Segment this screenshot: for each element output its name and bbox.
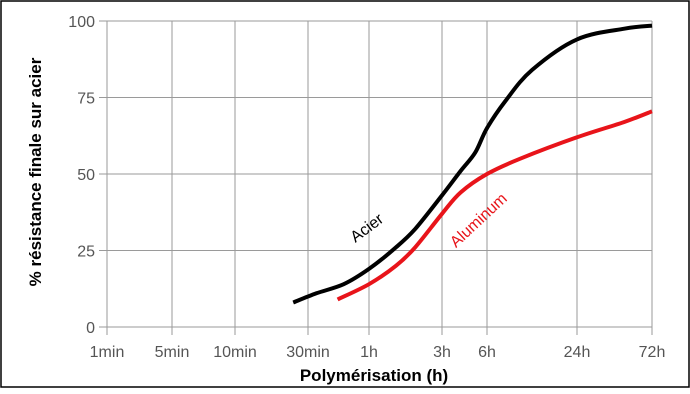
- y-axis-title: % résistance finale sur acier: [26, 57, 45, 286]
- y-tick-label-100: 100: [68, 14, 95, 31]
- x-tick-label-1min: 1min: [90, 344, 125, 361]
- series-layer: [292, 23, 653, 305]
- grid: [99, 20, 653, 335]
- x-tick-label-3h: 3h: [433, 344, 451, 361]
- y-tick-label-75: 75: [77, 91, 95, 108]
- y-tick-label-0: 0: [86, 320, 95, 337]
- x-tick-label-24h: 24h: [564, 344, 591, 361]
- x-tick-label-6h: 6h: [478, 344, 496, 361]
- x-tick-label-5min: 5min: [155, 344, 190, 361]
- x-tick-label-1h: 1h: [360, 344, 378, 361]
- x-tick-label-30min: 30min: [286, 344, 330, 361]
- y-tick-label-50: 50: [77, 167, 95, 184]
- tick-labels: 1min 5min 10min 30min 1h 3h 6h 24h 72h 0 25 50 75 100: [68, 14, 665, 361]
- series-line-acier: [292, 23, 653, 305]
- x-axis-title: Polymérisation (h): [300, 366, 448, 385]
- x-tick-label-10min: 10min: [213, 344, 257, 361]
- series-line-aluminum: [336, 109, 653, 302]
- x-tick-label-72h: 72h: [639, 344, 666, 361]
- y-tick-label-25: 25: [77, 244, 95, 261]
